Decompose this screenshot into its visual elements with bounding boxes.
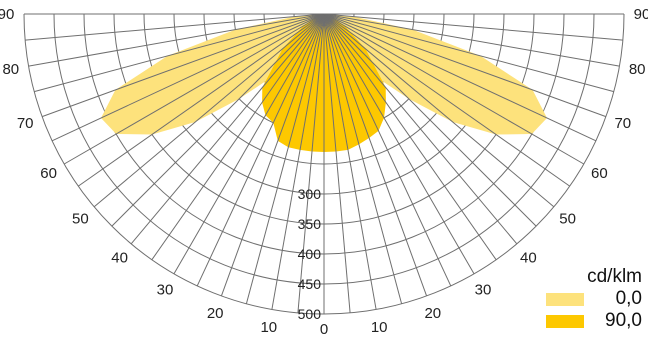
angle-label-right-50: 50 (559, 210, 576, 227)
grid-ray-50 (323, 13, 555, 208)
angle-label-left-20: 20 (207, 305, 224, 322)
grid-ray-70 (323, 13, 607, 118)
angle-label-left-80: 80 (2, 61, 19, 78)
radial-label-500: 500 (298, 306, 322, 322)
angle-label-right-70: 70 (614, 115, 631, 132)
grid-ray-75 (323, 13, 614, 93)
angle-label-left-90: 90 (0, 6, 14, 23)
grid-ray--20 (220, 13, 325, 297)
legend-label-1: 90,0 (605, 310, 642, 331)
angle-label-right-10: 10 (371, 319, 388, 336)
legend-item-0: 0,0 (546, 288, 642, 310)
legend-item-1: 90,0 (546, 310, 642, 332)
grid-ray--25 (196, 13, 325, 287)
angle-label-left-70: 70 (17, 115, 34, 132)
grid-ray--50 (93, 13, 325, 208)
grid-ray--60 (63, 13, 325, 165)
angle-label-right-90: 90 (634, 6, 648, 23)
legend-label-0: 0,0 (615, 288, 642, 309)
grid-ray--85 (25, 13, 325, 41)
legend: cd/klm 0,0 90,0 (546, 266, 642, 332)
grid-ray--75 (34, 13, 325, 93)
grid-ray--40 (130, 13, 325, 245)
grid-ray--15 (245, 13, 325, 304)
angle-label-0: 0 (320, 321, 328, 337)
tick-labels: 90 90 80 80 70 70 60 60 50 50 40 40 30 30 20 20 10 10 0 300… (0, 6, 648, 337)
grid-ray-45 (323, 13, 537, 227)
grid-ray-40 (323, 13, 518, 245)
polar-rays (24, 13, 624, 314)
angle-label-left-30: 30 (157, 281, 174, 298)
grid-ray--55 (78, 13, 325, 187)
grid-ray-60 (323, 13, 585, 165)
radial-label-350: 350 (298, 216, 322, 232)
angle-label-right-80: 80 (629, 61, 646, 78)
angle-label-left-40: 40 (111, 250, 128, 267)
grid-ray-25 (323, 13, 452, 287)
grid-ray-65 (323, 13, 597, 142)
grid-ray--70 (41, 13, 325, 118)
grid-ray--30 (173, 13, 325, 275)
grid-ray-5 (323, 13, 351, 313)
angle-label-left-10: 10 (260, 319, 277, 336)
angle-label-right-40: 40 (520, 250, 537, 267)
grid-ray--45 (111, 13, 325, 227)
radial-label-450: 450 (298, 276, 322, 292)
radial-label-400: 400 (298, 246, 322, 262)
grid-ray-85 (323, 13, 623, 41)
angle-label-right-20: 20 (424, 305, 441, 322)
grid-ray-10 (323, 13, 377, 310)
grid-ray-20 (323, 13, 428, 297)
angle-label-right-60: 60 (591, 165, 608, 182)
angle-label-right-30: 30 (475, 281, 492, 298)
grid-ray-15 (323, 13, 403, 304)
grid-ray-55 (323, 13, 570, 187)
grid-ray-35 (323, 13, 497, 260)
grid-ray-80 (323, 13, 620, 67)
legend-unit-label: cd/klm (587, 266, 642, 287)
grid-ray--10 (271, 13, 325, 310)
grid-ray--80 (28, 13, 325, 67)
radial-label-300: 300 (298, 186, 322, 202)
angle-label-left-60: 60 (40, 165, 57, 182)
angle-label-left-50: 50 (72, 210, 89, 227)
legend-swatch-0 (546, 292, 584, 306)
grid-ray-30 (323, 13, 475, 275)
grid-ray--35 (151, 13, 325, 260)
legend-swatch-1 (546, 314, 584, 328)
grid-ray--65 (51, 13, 325, 142)
grid-ray--5 (297, 13, 325, 313)
